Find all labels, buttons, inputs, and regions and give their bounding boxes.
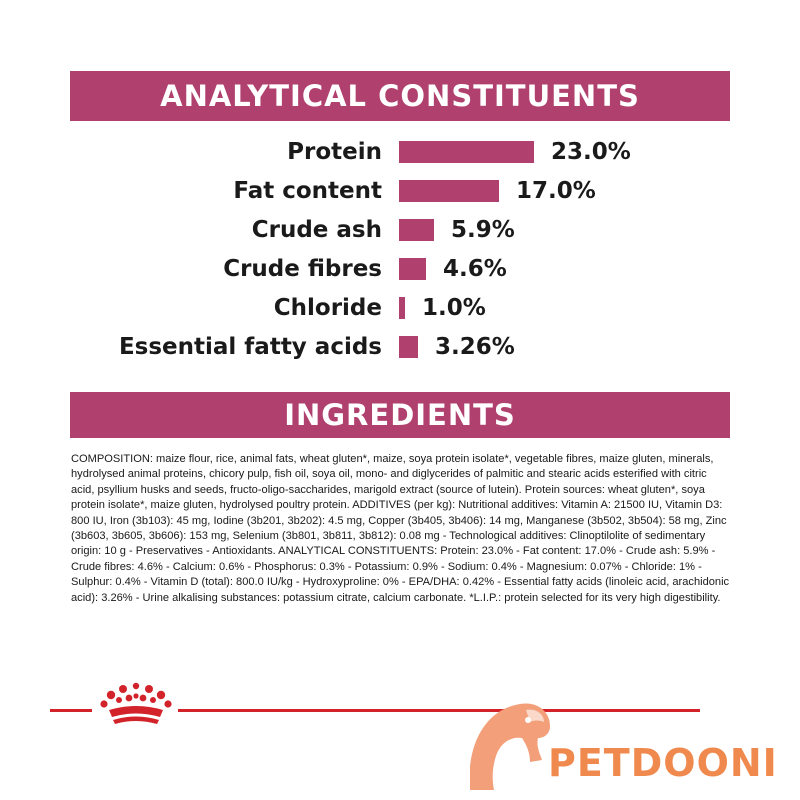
constituent-row-chloride: Chloride 1.0% (0, 290, 800, 326)
constituent-row-protein: Protein 23.0% (0, 134, 800, 170)
constituent-value: 23.0% (551, 139, 631, 165)
composition-text: COMPOSITION: maize flour, rice, animal f… (71, 453, 730, 604)
constituent-label: Essential fatty acids (118, 334, 382, 360)
analytical-constituents-banner: ANALYTICAL CONSTITUENTS (70, 71, 730, 121)
constituent-label: Fat content (233, 178, 382, 204)
analytical-constituents-title: ANALYTICAL CONSTITUENTS (160, 79, 640, 113)
constituent-row-essential-fatty-acids: Essential fatty acids 3.26% (0, 329, 800, 365)
ingredients-title: INGREDIENTS (284, 398, 516, 432)
constituent-bar (399, 336, 418, 358)
ingredients-banner: INGREDIENTS (70, 392, 730, 438)
petdooni-watermark-text: PETDOONI (548, 741, 778, 785)
constituent-bar (399, 219, 434, 241)
constituent-value: 17.0% (516, 178, 596, 204)
constituent-bar (399, 141, 534, 163)
constituent-label: Crude fibres (223, 256, 382, 282)
constituent-row-fat-content: Fat content 17.0% (0, 173, 800, 209)
constituent-value: 5.9% (451, 217, 515, 243)
footer-divider-left (50, 709, 92, 712)
constituent-label: Chloride (273, 295, 382, 321)
constituent-label: Protein (287, 139, 382, 165)
constituent-label: Crude ash (251, 217, 382, 243)
constituent-bar (399, 297, 405, 319)
constituent-value: 4.6% (443, 256, 507, 282)
constituent-bar (399, 258, 426, 280)
footer-divider-right (178, 709, 700, 712)
constituent-bar (399, 180, 499, 202)
constituent-row-crude-fibres: Crude fibres 4.6% (0, 251, 800, 287)
constituent-value: 3.26% (435, 334, 515, 360)
crown-icon (100, 682, 172, 724)
parrot-head-icon (470, 703, 550, 790)
constituent-value: 1.0% (422, 295, 486, 321)
constituent-row-crude-ash: Crude ash 5.9% (0, 212, 800, 248)
